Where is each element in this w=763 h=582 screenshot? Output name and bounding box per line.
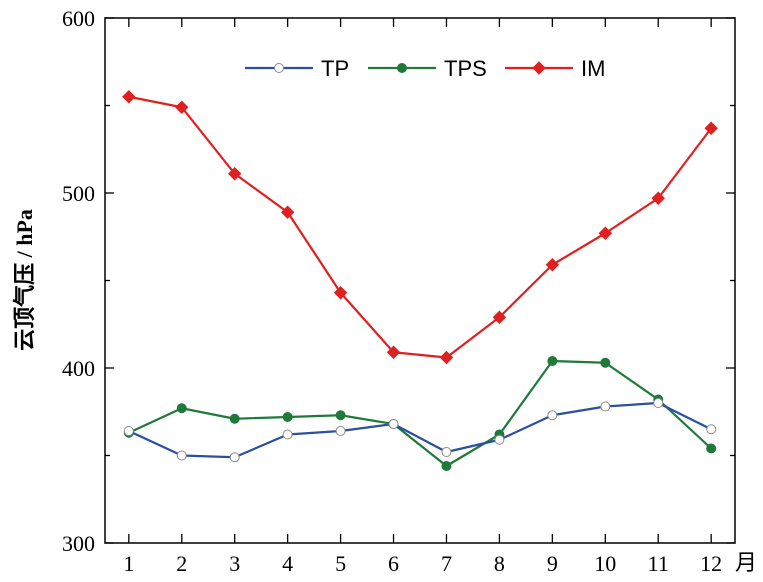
legend-item-tp: TP — [245, 56, 349, 81]
y-tick-label: 400 — [62, 356, 95, 381]
series-tps — [123, 356, 717, 471]
x-tick-label: 11 — [648, 551, 669, 576]
y-axis-title: 云顶气压 / hPa — [12, 209, 37, 351]
data-point-tps — [229, 413, 240, 424]
data-point-im — [439, 350, 454, 365]
x-axis-unit-label: 月 — [735, 550, 757, 575]
x-tick-label: 1 — [123, 551, 134, 576]
data-point-tps — [282, 412, 293, 422]
chart-legend: TP TPS IM — [245, 56, 605, 81]
x-tick-label: 6 — [388, 551, 399, 576]
x-tick-label: 9 — [547, 551, 558, 576]
series-tp — [123, 398, 717, 463]
data-point-tps — [441, 461, 452, 471]
x-tick-label: 5 — [335, 551, 346, 576]
legend-item-im: IM — [505, 56, 605, 81]
data-point-im — [175, 100, 189, 114]
legend-marker-tp — [274, 63, 284, 73]
data-point-tp — [176, 450, 187, 461]
series-line-tps — [128, 359, 712, 468]
plot-frame — [104, 17, 736, 544]
legend-label-tps: TPS — [444, 56, 487, 81]
data-point-tps — [547, 356, 558, 366]
legend-item-tps: TPS — [368, 56, 487, 81]
data-point-tp — [653, 398, 664, 408]
data-point-tps — [706, 443, 717, 454]
legend-label-im: IM — [581, 56, 605, 81]
legend-marker-tps — [397, 63, 407, 73]
data-point-im — [333, 286, 348, 300]
data-point-tp — [229, 452, 240, 463]
data-point-im — [492, 310, 507, 324]
data-point-im — [227, 167, 242, 181]
x-tick-label: 3 — [229, 551, 240, 576]
series-im — [122, 90, 718, 365]
data-point-tps — [600, 357, 611, 368]
chart-axes — [104, 17, 736, 544]
x-tick-label: 10 — [594, 551, 616, 576]
data-point-tp — [388, 419, 399, 429]
y-tick-label: 500 — [62, 181, 95, 206]
data-point-tp — [494, 434, 505, 445]
data-point-tps — [335, 410, 346, 421]
data-point-tp — [706, 424, 717, 435]
series-line-tp — [128, 401, 712, 459]
data-point-im — [598, 226, 613, 240]
data-point-tp — [282, 429, 293, 440]
data-point-im — [386, 345, 401, 359]
legend-marker-im — [532, 61, 546, 75]
y-tick-label: 300 — [62, 531, 95, 556]
x-tick-label: 8 — [494, 551, 505, 576]
data-point-im — [122, 90, 136, 104]
y-tick-label: 600 — [62, 6, 95, 31]
chart-series — [122, 90, 718, 471]
series-line-im — [128, 95, 713, 359]
x-tick-label: 4 — [282, 551, 293, 576]
data-point-tp — [547, 410, 558, 421]
data-point-im — [545, 258, 560, 272]
x-tick-label: 12 — [700, 551, 722, 576]
data-point-tp — [123, 426, 134, 436]
x-tick-label: 7 — [441, 551, 452, 576]
data-point-tp — [441, 447, 452, 457]
x-tick-label: 2 — [176, 551, 187, 576]
data-point-im — [651, 191, 665, 205]
data-point-tps — [176, 403, 187, 414]
data-point-im — [280, 205, 295, 219]
data-point-im — [704, 121, 718, 135]
data-point-tp — [600, 401, 611, 412]
legend-label-tp: TP — [321, 56, 349, 81]
data-point-tp — [335, 426, 346, 436]
